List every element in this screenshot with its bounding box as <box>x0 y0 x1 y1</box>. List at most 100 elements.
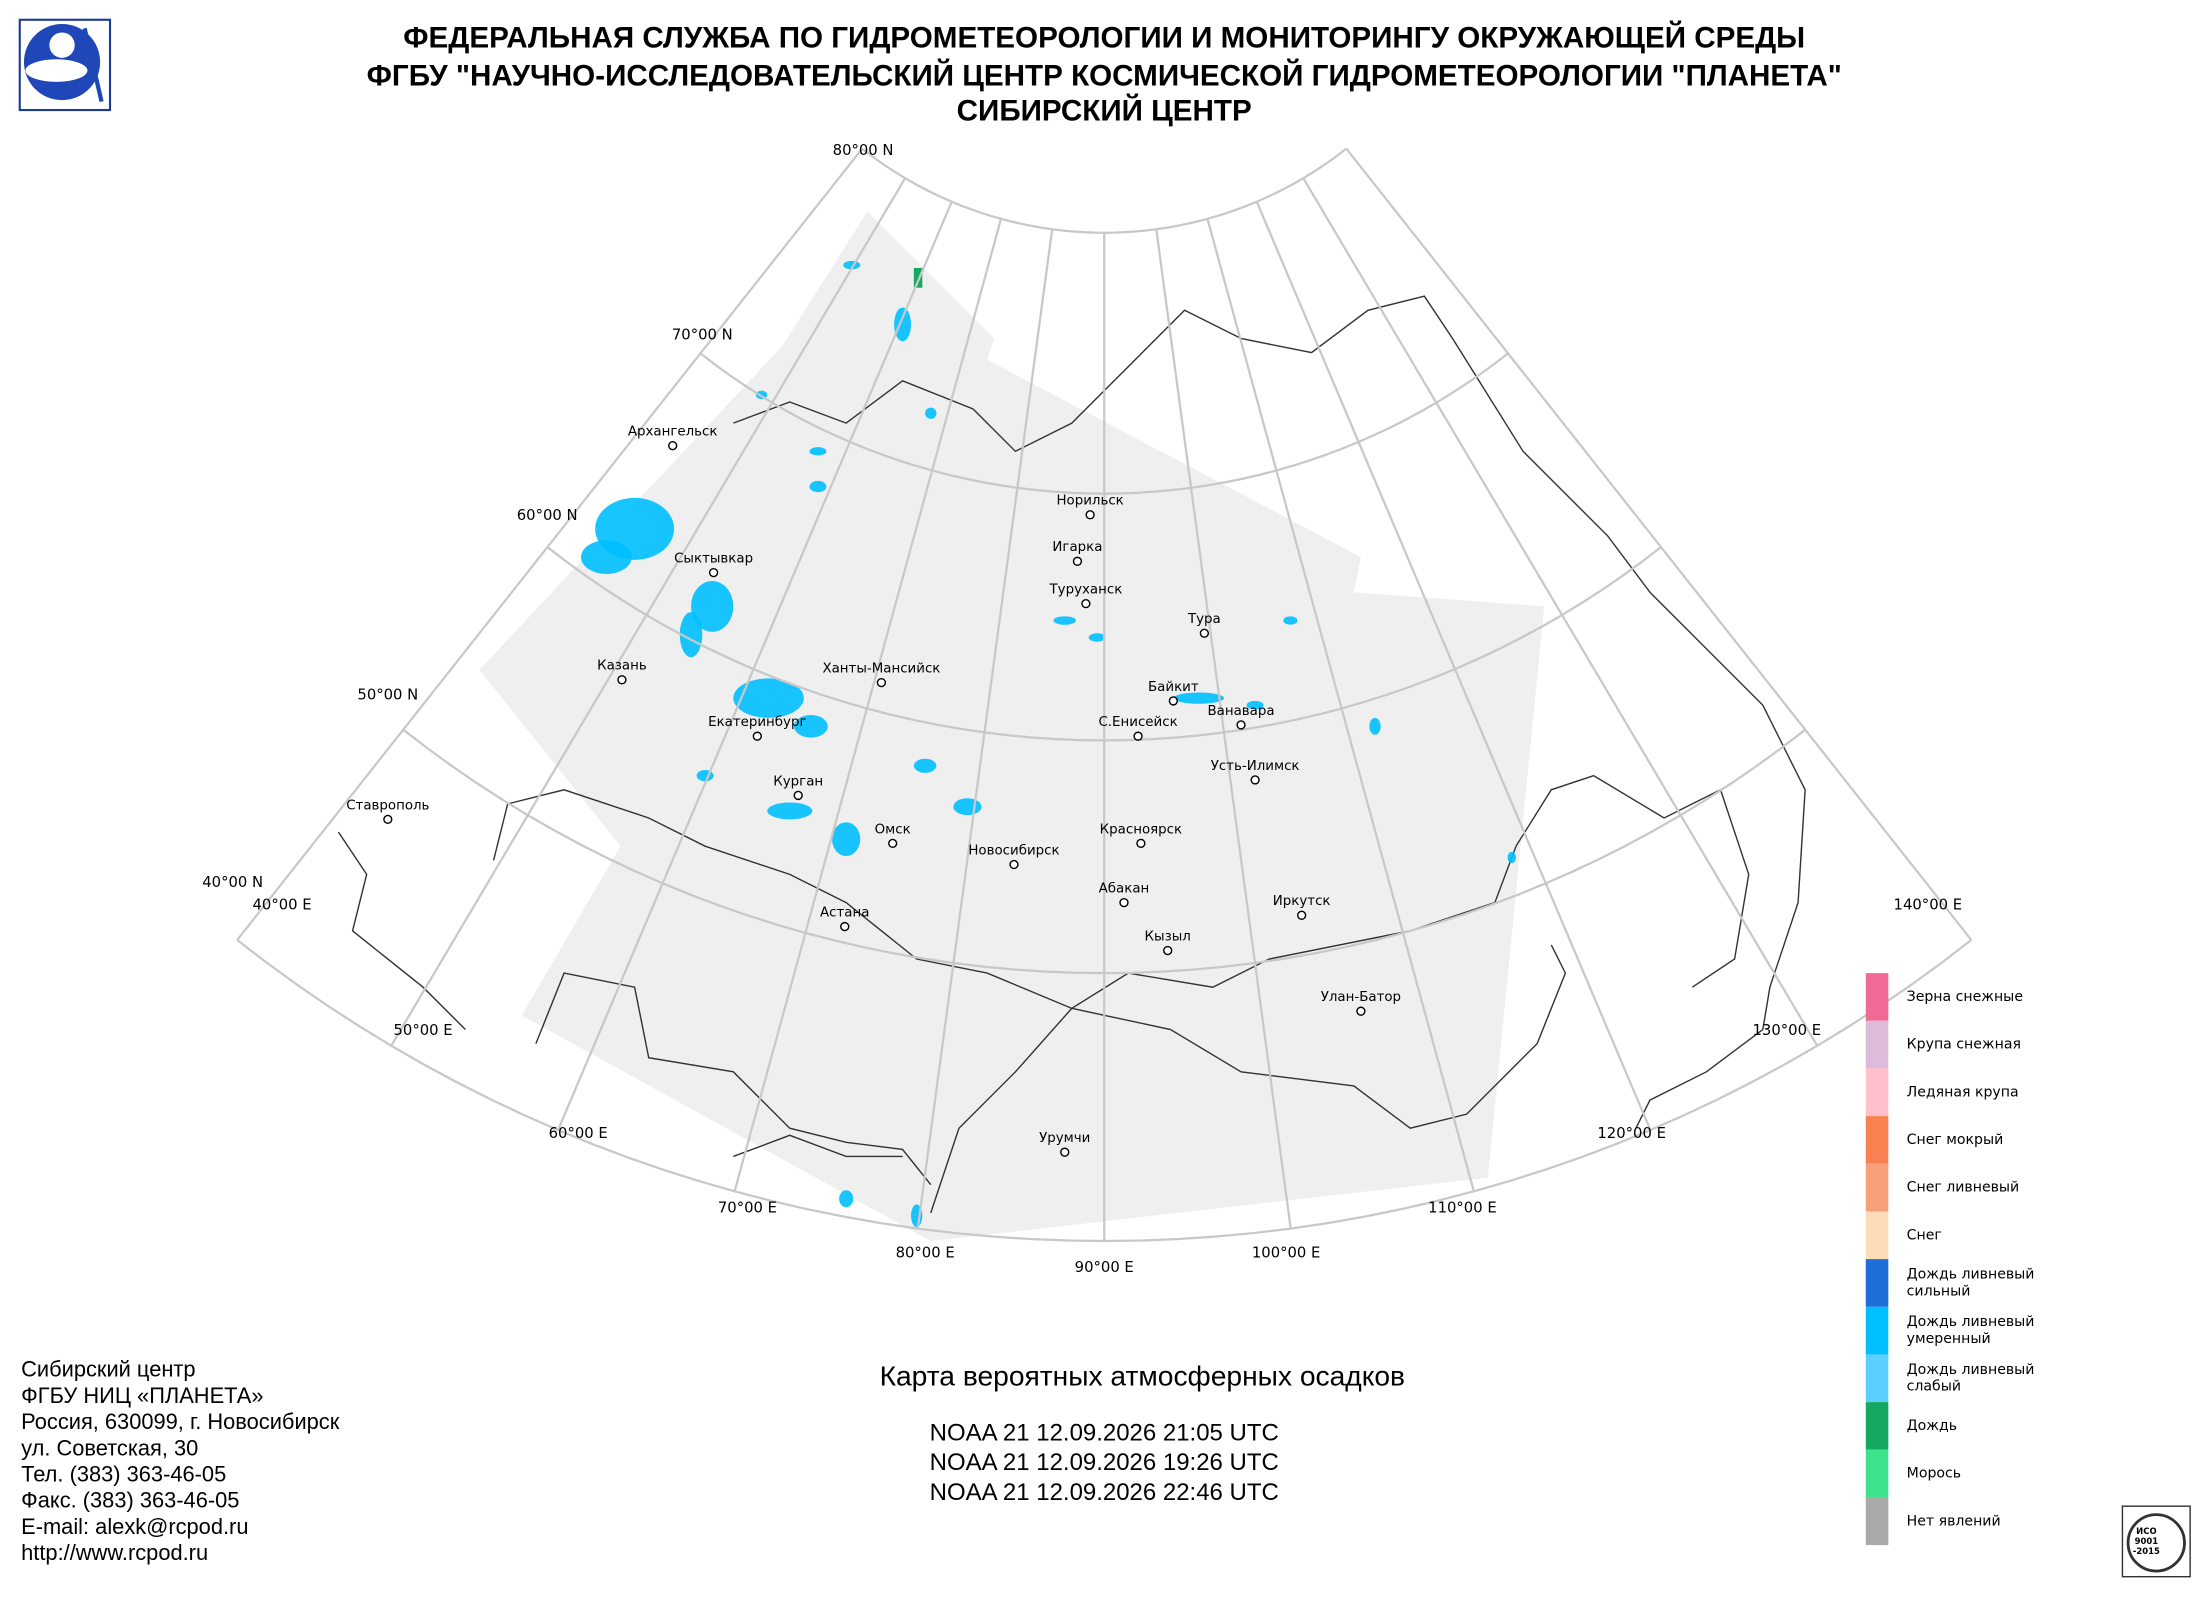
precip-area <box>894 307 912 342</box>
city-marker <box>668 441 678 451</box>
lat-label: 50°00 N <box>357 686 418 703</box>
lat-label: 40°00 N <box>202 874 263 891</box>
contact-line: Сибирский центр <box>21 1357 195 1382</box>
legend-label: Дождь <box>1907 1418 1957 1434</box>
graticule <box>236 147 1973 1243</box>
city-label: Екатеринбург <box>708 714 806 730</box>
city-label: Тура <box>1187 612 1221 627</box>
precip-area <box>809 447 827 456</box>
map-title: Карта вероятных атмосферных осадков <box>880 1359 1405 1391</box>
pass-time: NOAA 21 12.09.2026 22:46 UTC <box>930 1479 1279 1506</box>
city-marker <box>888 838 898 849</box>
header-line: СИБИРСКИЙ ЦЕНТР <box>957 94 1252 128</box>
city-marker <box>1085 510 1095 520</box>
legend-swatch <box>1865 1116 1889 1164</box>
precip-area <box>913 758 937 773</box>
lon-label: 70°00 E <box>718 1200 777 1217</box>
legend-label: сильный <box>1907 1283 1971 1299</box>
city-marker <box>876 677 887 688</box>
lon-label: 40°00 E <box>252 896 311 913</box>
city-label: Туруханск <box>1049 583 1123 598</box>
meridian <box>390 177 907 1047</box>
precip-area <box>925 407 937 419</box>
lat-label: 80°00 N <box>833 142 894 159</box>
legend-swatch <box>1865 973 1889 1021</box>
meridian <box>1155 229 1292 1229</box>
legend-swatch <box>1865 1163 1889 1212</box>
iso-text: -2015 <box>2133 1546 2160 1556</box>
iso-text: 9001 <box>2135 1536 2159 1546</box>
city-marker <box>1356 1006 1366 1016</box>
iso-text: ИСО <box>2136 1526 2156 1536</box>
lon-label: 110°00 E <box>1428 1200 1497 1217</box>
legend-label: Дождь ливневый <box>1907 1362 2035 1378</box>
lon-label: 50°00 E <box>394 1022 453 1039</box>
land-outline <box>1635 1028 1764 1129</box>
contact-line: http://www.rcpod.ru <box>21 1540 208 1565</box>
meridian <box>916 229 1054 1229</box>
legend-swatch <box>1865 1211 1889 1260</box>
legend-label: Снег <box>1907 1227 1942 1243</box>
legend-label: Зерна снежные <box>1907 989 2023 1005</box>
legend-swatch <box>1865 1068 1889 1117</box>
contact-line: ул. Советская, 30 <box>21 1435 198 1460</box>
legend-swatch <box>1865 1020 1889 1069</box>
precip-area <box>1369 717 1381 735</box>
city-marker <box>793 790 803 801</box>
iso-ring <box>2126 1513 2186 1573</box>
legend-label: Ледяная крупа <box>1907 1084 2019 1100</box>
pass-time: NOAA 21 12.09.2026 21:05 UTC <box>930 1420 1279 1447</box>
city-marker <box>1081 598 1091 609</box>
city-marker <box>840 921 850 932</box>
lat-label: 70°00 N <box>672 327 733 344</box>
legend-label: Дождь ливневый <box>1907 1314 2035 1330</box>
precip-area <box>679 612 703 658</box>
city-label: Ханты-Мансийск <box>822 661 940 676</box>
header-line: ФГБУ "НАУЧНО-ИССЛЕДОВАТЕЛЬСКИЙ ЦЕНТР КОС… <box>367 58 1842 92</box>
precip-area <box>953 798 982 816</box>
city-label: Норильск <box>1056 494 1123 509</box>
city-label: Астана <box>820 905 869 920</box>
city-label: Иркутск <box>1273 894 1331 909</box>
city-marker <box>1199 628 1210 638</box>
precip-area <box>691 581 734 632</box>
lon-label: 140°00 E <box>1894 896 1963 913</box>
city-label: Архангельск <box>628 425 718 440</box>
city-label: Абакан <box>1099 880 1150 896</box>
contact-line: Тел. (383) 363-46-05 <box>21 1461 226 1486</box>
city-label: Ванавара <box>1207 704 1274 719</box>
precip-area <box>1246 700 1264 710</box>
city-marker <box>1009 859 1019 870</box>
city-label: Усть-Илимск <box>1211 759 1300 774</box>
city-marker <box>708 567 719 578</box>
legend-label: Нет явлений <box>1907 1513 2001 1529</box>
meridian <box>1255 201 1652 1131</box>
city-label: Новосибирск <box>968 842 1059 858</box>
legend-label: Дождь ливневый <box>1907 1266 2035 1282</box>
city-marker <box>1250 775 1260 785</box>
land-outline <box>733 295 1454 453</box>
city-marker <box>1297 910 1307 920</box>
land-outline <box>733 1134 903 1158</box>
meridian <box>236 147 864 941</box>
city-marker <box>752 731 762 741</box>
city-label: Казань <box>597 659 647 674</box>
parallel <box>546 546 1662 742</box>
land-outline <box>1451 338 1806 1030</box>
city-label: Сыктывкар <box>674 551 753 566</box>
meridian <box>1206 218 1475 1192</box>
parallel <box>861 147 1348 234</box>
meridian <box>1345 147 1973 941</box>
city-marker <box>1236 720 1246 730</box>
precip-area <box>733 678 804 718</box>
iso-frame <box>2121 1505 2191 1578</box>
legend-swatch <box>1865 1354 1889 1403</box>
legend: Зерна снежные Крупа снежная Ледяная крупа С… <box>1865 973 2035 1546</box>
precip-area <box>832 822 861 857</box>
logo-sat <box>49 32 75 58</box>
city-label: Байкит <box>1148 680 1199 695</box>
legend-swatch <box>1865 1306 1889 1355</box>
city-marker <box>383 814 393 825</box>
